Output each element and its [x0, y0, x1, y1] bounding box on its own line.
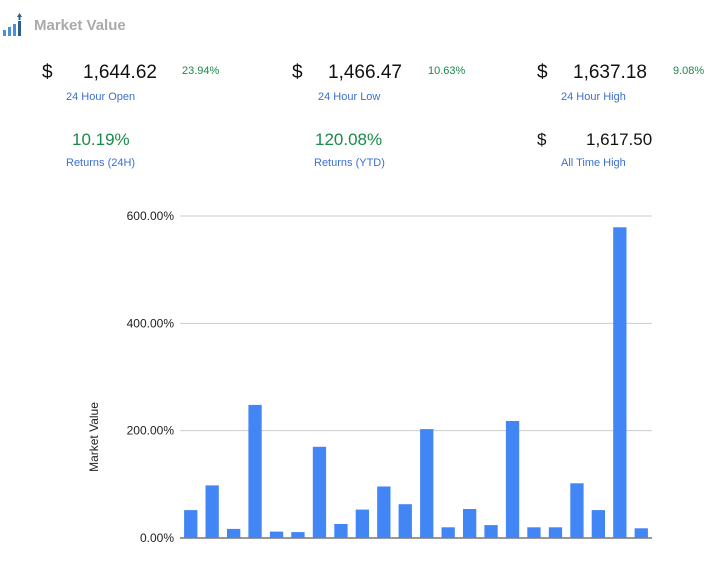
y-tick-label: 600.00%: [127, 209, 175, 223]
bar[interactable]: [441, 527, 455, 538]
metric-value: 120.08%: [315, 130, 383, 149]
bar[interactable]: [420, 429, 434, 538]
bar[interactable]: [613, 227, 627, 539]
bar[interactable]: [205, 485, 219, 538]
currency-symbol: $: [537, 62, 548, 83]
metric-change: 23.94%: [182, 65, 220, 77]
bar[interactable]: [248, 404, 262, 538]
metric-label: 24 Hour Open: [66, 91, 136, 103]
bar[interactable]: [291, 532, 305, 538]
metric-label: Returns (24H): [66, 157, 136, 169]
currency-symbol: $: [292, 62, 303, 83]
page-title: Market Value: [34, 16, 126, 34]
metric-label: All Time High: [561, 157, 626, 169]
y-tick-label: 400.00%: [127, 316, 175, 330]
y-tick-label: 0.00%: [140, 531, 174, 545]
chart-logo-icon: [3, 13, 22, 36]
bar[interactable]: [184, 510, 198, 538]
bar[interactable]: [484, 525, 498, 538]
y-axis-title: Market Value: [87, 402, 101, 472]
bar[interactable]: [505, 421, 520, 538]
currency-symbol: $: [537, 130, 547, 149]
bar[interactable]: [634, 528, 648, 538]
metric-change: 9.08%: [673, 65, 705, 77]
metric-change: 10.63%: [428, 65, 466, 77]
metric-value: 1,617.50: [586, 130, 653, 149]
header: Market Value: [2, 8, 126, 42]
bar[interactable]: [227, 528, 241, 538]
currency-symbol: $: [42, 62, 53, 83]
bar[interactable]: [355, 509, 369, 538]
metric-label: Returns (YTD): [314, 157, 385, 169]
bar[interactable]: [570, 483, 584, 538]
bar[interactable]: [377, 486, 391, 539]
metric-value: 1,644.62: [83, 62, 157, 83]
bar[interactable]: [312, 446, 327, 538]
metric-value: 1,466.47: [328, 62, 402, 83]
bar[interactable]: [398, 504, 412, 538]
bar[interactable]: [334, 524, 348, 538]
bar[interactable]: [527, 527, 541, 538]
bar[interactable]: [463, 509, 477, 538]
bar[interactable]: [548, 527, 563, 538]
metric-value: 10.19%: [72, 130, 130, 149]
metric-label: 24 Hour Low: [318, 91, 381, 103]
bar[interactable]: [269, 531, 284, 538]
metric-value: 1,637.18: [573, 62, 647, 83]
y-tick-label: 200.00%: [127, 424, 175, 438]
metric-label: 24 Hour High: [561, 91, 626, 103]
bar[interactable]: [591, 510, 605, 538]
